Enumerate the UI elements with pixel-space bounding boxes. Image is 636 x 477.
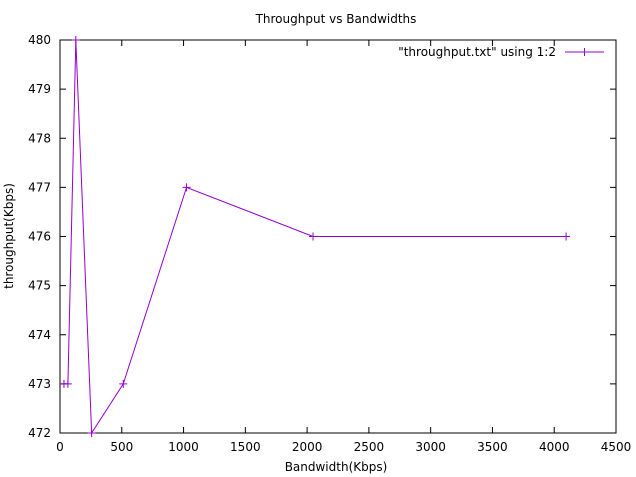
x-tick-label: 0 <box>56 440 64 454</box>
x-tick-label: 3500 <box>477 440 508 454</box>
legend-label: "throughput.txt" using 1:2 <box>398 45 556 59</box>
y-tick-label: 475 <box>28 279 51 293</box>
data-point <box>309 232 318 241</box>
data-point <box>119 379 128 388</box>
x-tick-label: 2000 <box>292 440 323 454</box>
chart-title: Throughput vs Bandwidths <box>255 12 417 26</box>
y-axis: 472 473 474 475 476 477 478 479 480 <box>28 33 616 440</box>
data-point <box>562 232 571 241</box>
legend: "throughput.txt" using 1:2 <box>398 45 604 59</box>
data-point <box>63 379 72 388</box>
x-tick-label: 2500 <box>354 440 385 454</box>
y-tick-label: 472 <box>28 426 51 440</box>
y-tick-label: 474 <box>28 328 51 342</box>
x-axis: 0 500 1000 1500 2000 2500 3000 3500 4000 4500 <box>56 40 631 454</box>
y-tick-label: 476 <box>28 230 51 244</box>
series-layer <box>59 36 571 437</box>
x-tick-label: 4000 <box>539 440 570 454</box>
y-axis-label: throughput(Kbps) <box>2 183 16 289</box>
y-tick-label: 477 <box>28 180 51 194</box>
y-tick-label: 479 <box>28 82 51 96</box>
y-tick-label: 480 <box>28 33 51 47</box>
x-tick-label: 1000 <box>168 440 199 454</box>
data-point <box>87 429 96 437</box>
x-tick-label: 4500 <box>601 440 632 454</box>
x-axis-label: Bandwidth(Kbps) <box>285 460 388 474</box>
x-tick-label: 3000 <box>415 440 446 454</box>
series-line <box>63 39 567 435</box>
data-point <box>71 36 80 44</box>
y-tick-label: 478 <box>28 131 51 145</box>
y-tick-label: 473 <box>28 377 51 391</box>
data-point <box>182 183 191 192</box>
x-tick-label: 1500 <box>230 440 261 454</box>
x-tick-label: 500 <box>110 440 133 454</box>
